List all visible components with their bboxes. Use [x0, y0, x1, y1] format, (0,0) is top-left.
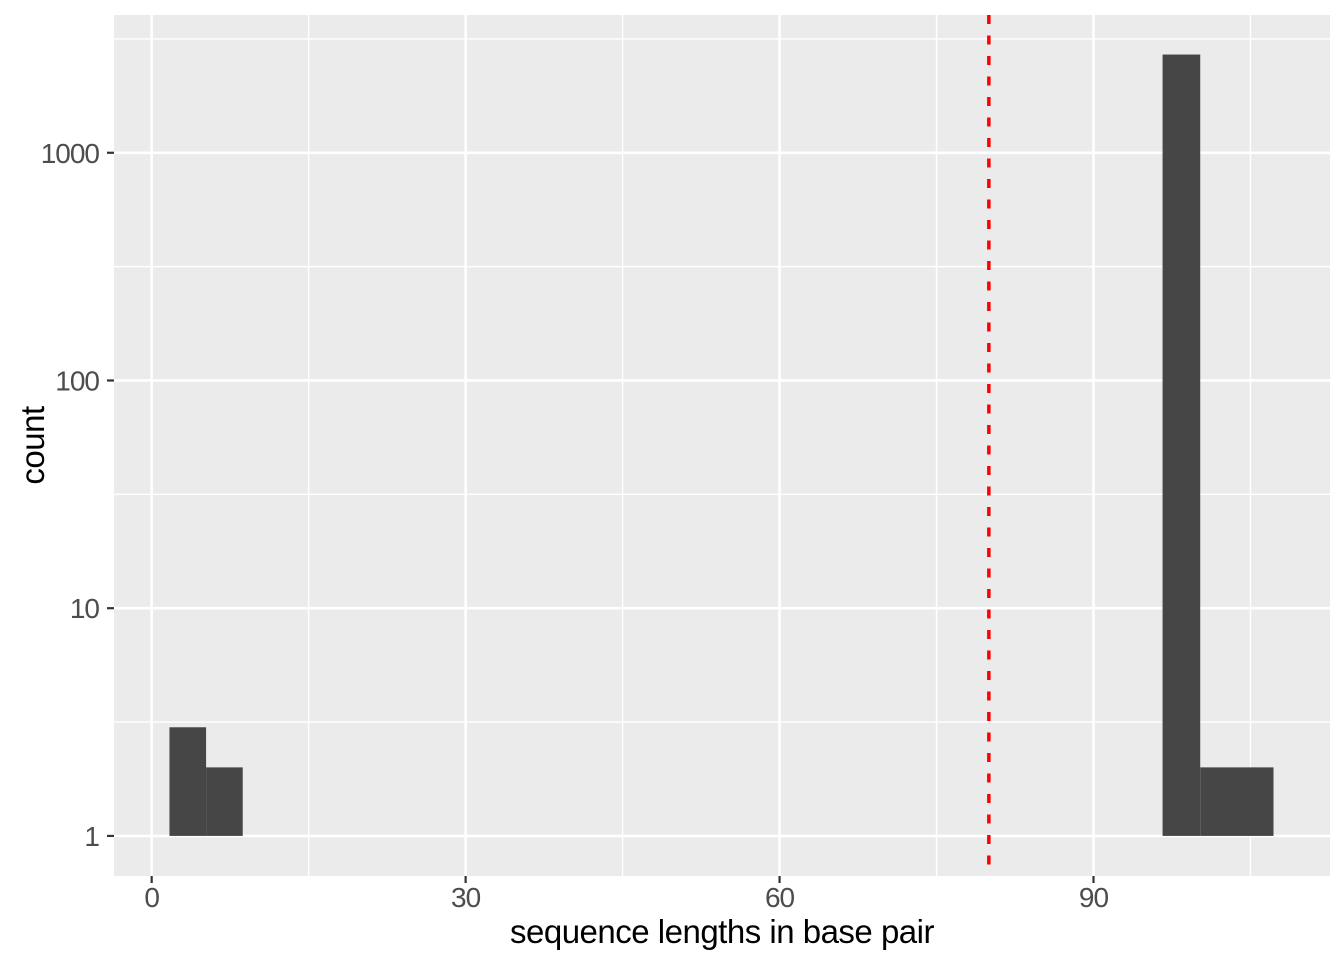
x-tick-label: 90	[1079, 882, 1109, 913]
histogram-bar	[206, 767, 243, 836]
y-tick-label: 10	[70, 593, 100, 624]
x-axis-title: sequence lengths in base pair	[510, 913, 934, 950]
histogram-bar	[1200, 767, 1274, 836]
y-tick-label: 1	[84, 821, 99, 852]
y-tick-label: 100	[55, 365, 99, 396]
y-axis-title: count	[14, 406, 51, 485]
axis-tick-marks	[107, 151, 1095, 883]
x-tick-label: 0	[144, 882, 159, 913]
x-tick-label: 30	[451, 882, 481, 913]
y-tick-label: 1000	[41, 138, 100, 169]
histogram-bars	[169, 54, 1274, 836]
histogram-bar	[1162, 54, 1201, 836]
plot-panel	[114, 15, 1330, 876]
axis-tick-labels: 0 30 60 90 1 10 100 1000	[41, 138, 1110, 913]
minor-gridlines	[114, 15, 1330, 876]
major-gridlines	[114, 15, 1330, 876]
histogram-bar	[169, 727, 207, 836]
x-tick-label: 60	[765, 882, 795, 913]
